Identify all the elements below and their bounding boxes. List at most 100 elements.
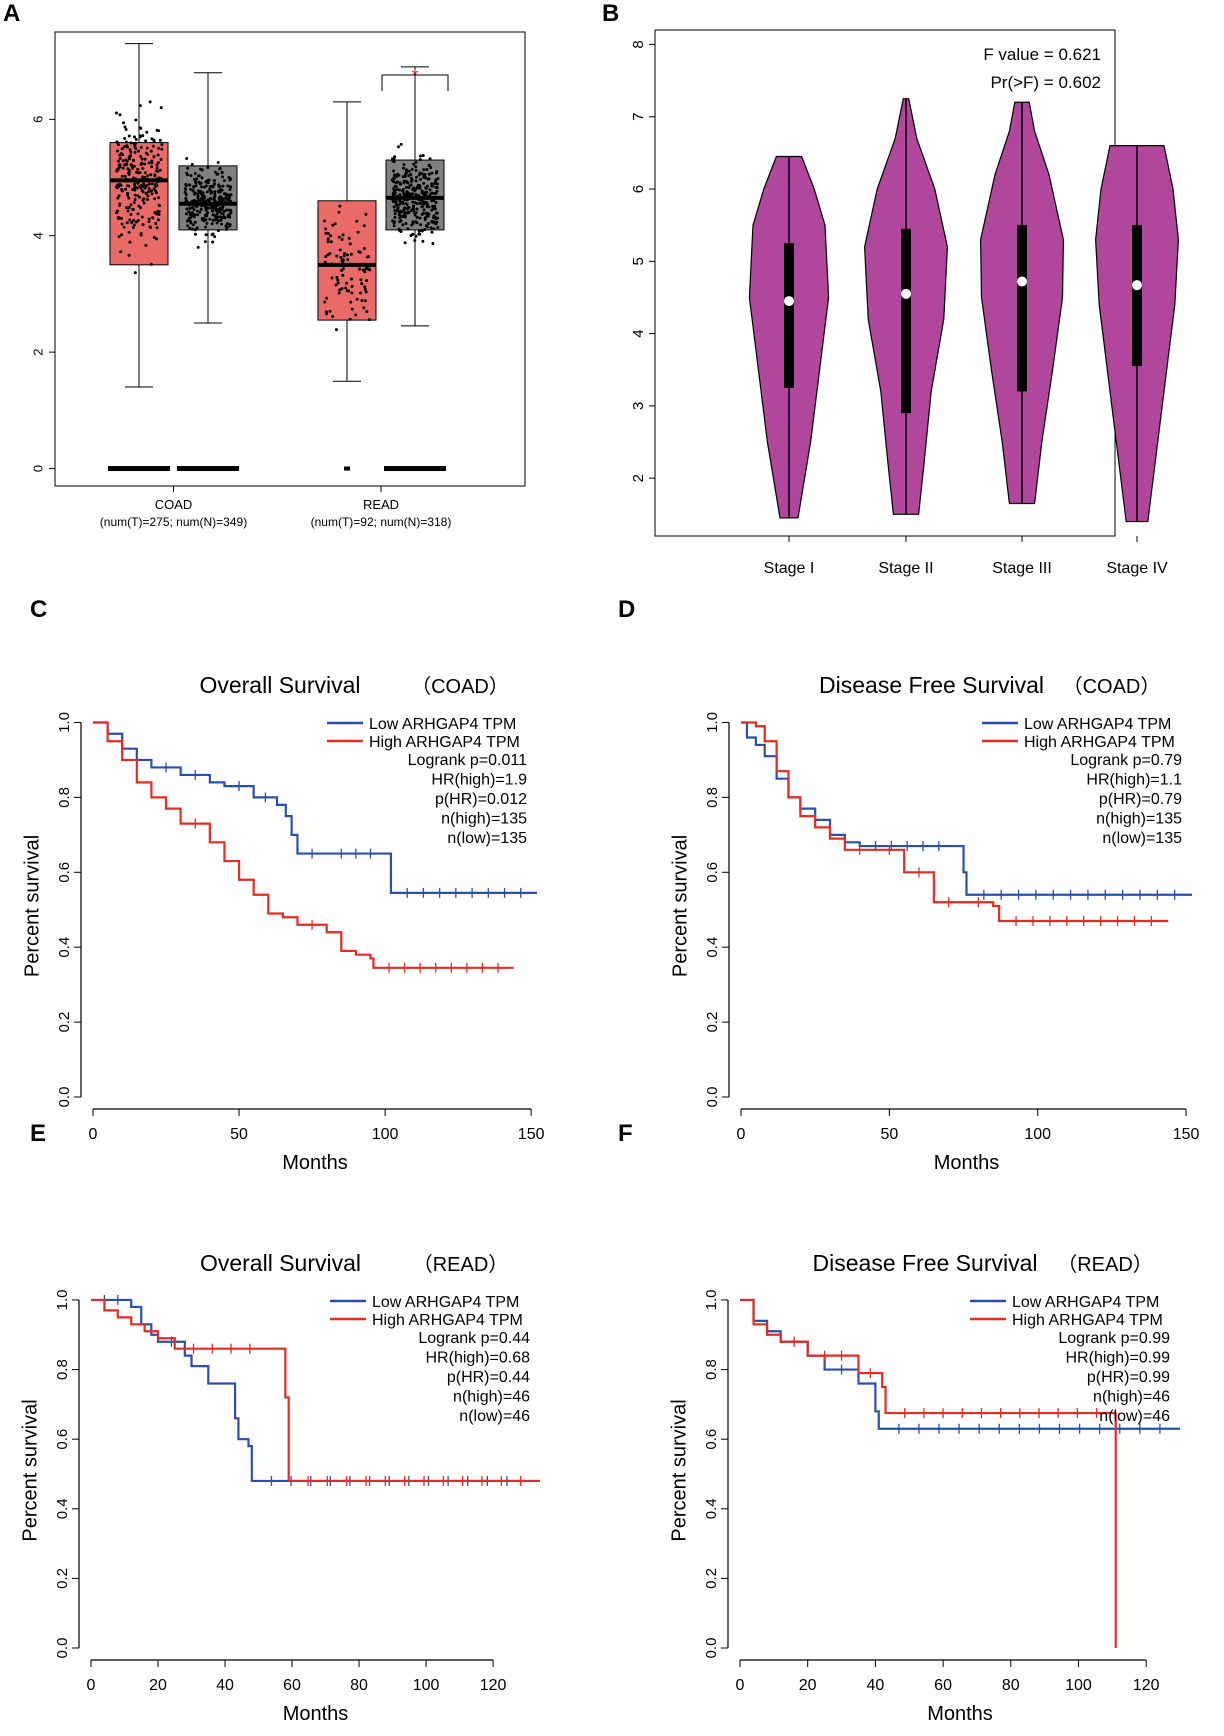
data-point-a — [406, 207, 410, 211]
data-point-a — [140, 189, 144, 193]
data-point-a — [418, 216, 422, 220]
data-point-a — [139, 163, 143, 167]
data-point-a — [185, 156, 189, 160]
data-point-a — [150, 182, 154, 186]
x-axis-label-d: Months — [934, 1152, 1000, 1174]
data-point-a — [432, 221, 436, 225]
data-point-a — [157, 209, 161, 213]
data-point-a — [205, 221, 209, 225]
y-tick-label-b: 3 — [630, 402, 647, 410]
data-point-a — [135, 170, 139, 174]
data-point-a — [155, 169, 159, 173]
data-point-a — [126, 184, 130, 188]
data-point-a — [222, 215, 226, 219]
data-point-a — [227, 175, 231, 179]
data-point-a — [189, 187, 193, 191]
stats-text-e: n(low)=46 — [459, 1408, 530, 1425]
data-point-a — [407, 210, 411, 214]
data-point-a — [397, 227, 401, 231]
y-axis-label-c: Percent survival — [21, 835, 43, 977]
legend-label-d: High ARHGAP4 TPM — [1024, 734, 1175, 751]
stats-text-e: Logrank p=0.44 — [418, 1330, 530, 1347]
data-point-a — [401, 187, 405, 191]
data-point-a — [209, 196, 213, 200]
data-point-a — [432, 227, 436, 231]
data-point-a — [349, 300, 353, 304]
data-point-a — [337, 210, 341, 214]
data-point-a — [123, 174, 127, 178]
chart-title-d: Disease Free Survival — [819, 672, 1044, 698]
data-point-a — [391, 159, 395, 163]
data-point-a — [191, 189, 195, 193]
stats-text-c: Logrank p=0.011 — [408, 752, 527, 769]
data-point-a — [411, 232, 415, 236]
data-point-a — [404, 202, 408, 206]
data-point-a — [122, 225, 126, 229]
data-point-a — [341, 233, 345, 237]
data-point-a — [204, 218, 208, 222]
data-point-a — [411, 200, 415, 204]
data-point-a — [199, 190, 203, 194]
x-tick-label-f: 120 — [1133, 1677, 1160, 1694]
data-point-a — [407, 185, 411, 189]
data-point-a — [116, 196, 120, 200]
data-point-a — [204, 206, 208, 210]
y-tick-label-b: 7 — [630, 113, 647, 121]
data-point-a — [360, 298, 364, 302]
x-tick-label-e: 120 — [480, 1677, 507, 1694]
data-point-a — [115, 149, 119, 153]
data-point-a — [125, 145, 129, 149]
data-point-a — [368, 268, 372, 272]
data-point-a — [421, 211, 425, 215]
data-point-a — [430, 171, 434, 175]
x-axis-label-e: Months — [283, 1703, 349, 1725]
data-point-a — [116, 168, 120, 172]
stats-text-f: HR(high)=0.99 — [1066, 1350, 1171, 1367]
chart-subtitle-f: （READ） — [1057, 1253, 1153, 1276]
data-point-a — [393, 209, 397, 213]
data-point-a — [436, 176, 440, 180]
stats-text-f: p(HR)=0.99 — [1087, 1369, 1170, 1386]
data-point-a — [126, 167, 130, 171]
data-point-a — [152, 139, 156, 143]
data-point-a — [127, 134, 131, 138]
data-point-a — [226, 184, 230, 188]
data-point-a — [136, 219, 140, 223]
chart-title-e: Overall Survival — [200, 1250, 361, 1276]
data-point-a — [434, 211, 438, 215]
data-point-a — [193, 172, 197, 176]
data-point-a — [151, 216, 155, 220]
data-point-a — [336, 278, 340, 282]
data-point-a — [123, 125, 127, 129]
data-point-a — [397, 173, 401, 177]
data-point-a — [134, 118, 138, 122]
data-point-a — [392, 156, 396, 160]
data-point-a — [418, 154, 422, 158]
data-point-a — [363, 285, 367, 289]
data-point-a — [434, 185, 438, 189]
data-point-a — [338, 288, 342, 292]
data-point-a — [218, 167, 222, 171]
data-point-a — [139, 154, 143, 158]
data-point-a — [228, 188, 232, 192]
data-point-a — [147, 220, 151, 224]
data-point-a — [393, 184, 397, 188]
data-point-a — [186, 166, 190, 170]
data-point-a — [362, 306, 366, 310]
data-point-a — [147, 161, 151, 165]
data-point-a — [185, 171, 189, 175]
data-point-a — [204, 225, 208, 229]
data-point-a — [193, 192, 197, 196]
data-point-a — [334, 283, 338, 287]
data-point-a — [433, 181, 437, 185]
data-point-a — [335, 254, 339, 258]
data-point-a — [147, 190, 151, 194]
data-point-a — [430, 230, 434, 234]
data-point-a — [129, 163, 133, 167]
data-point-a — [138, 195, 142, 199]
chart-subtitle-d: （COAD） — [1063, 675, 1161, 698]
data-point-a — [407, 174, 411, 178]
x-tick-sublabel-a: (num(T)=92; num(N)=318) — [311, 515, 452, 529]
data-point-a — [224, 194, 228, 198]
data-point-a — [355, 219, 359, 223]
